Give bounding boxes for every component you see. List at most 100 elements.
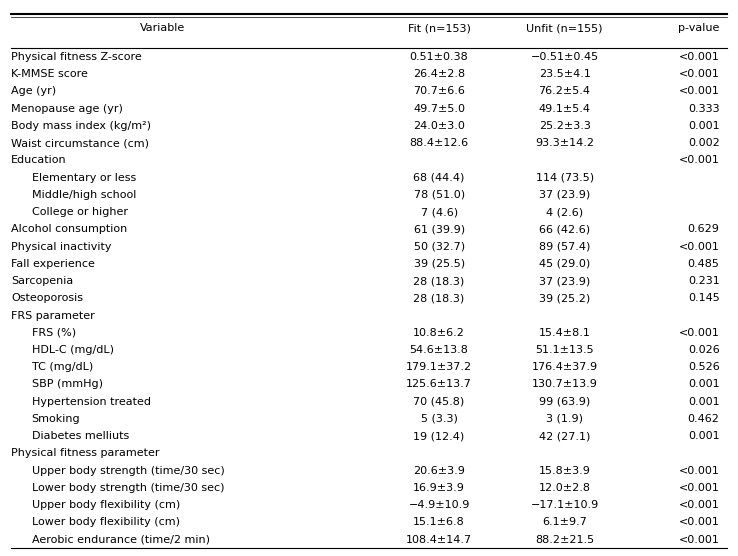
Text: 39 (25.2): 39 (25.2): [539, 294, 590, 303]
Text: 88.4±12.6: 88.4±12.6: [410, 138, 469, 148]
Text: 37 (23.9): 37 (23.9): [539, 276, 590, 286]
Text: 78 (51.0): 78 (51.0): [413, 190, 465, 200]
Text: 39 (25.5): 39 (25.5): [413, 259, 465, 269]
Text: <0.001: <0.001: [679, 70, 720, 79]
Text: <0.001: <0.001: [679, 466, 720, 475]
Text: 76.2±5.4: 76.2±5.4: [539, 87, 590, 96]
Text: 0.333: 0.333: [688, 104, 720, 113]
Text: 15.8±3.9: 15.8±3.9: [539, 466, 590, 475]
Text: 24.0±3.0: 24.0±3.0: [413, 121, 465, 131]
Text: Diabetes melliuts: Diabetes melliuts: [32, 431, 129, 441]
Text: Physical fitness parameter: Physical fitness parameter: [11, 449, 159, 458]
Text: FRS parameter: FRS parameter: [11, 311, 94, 320]
Text: 28 (18.3): 28 (18.3): [413, 276, 465, 286]
Text: <0.001: <0.001: [679, 500, 720, 510]
Text: Menopause age (yr): Menopause age (yr): [11, 104, 123, 113]
Text: FRS (%): FRS (%): [32, 328, 76, 337]
Text: 51.1±13.5: 51.1±13.5: [535, 345, 594, 355]
Text: 16.9±3.9: 16.9±3.9: [413, 483, 465, 493]
Text: 50 (32.7): 50 (32.7): [413, 242, 465, 251]
Text: Physical fitness Z-score: Physical fitness Z-score: [11, 52, 142, 62]
Text: Waist circumstance (cm): Waist circumstance (cm): [11, 138, 149, 148]
Text: 0.001: 0.001: [688, 380, 720, 389]
Text: Variable: Variable: [139, 23, 185, 33]
Text: 66 (42.6): 66 (42.6): [539, 225, 590, 234]
Text: Elementary or less: Elementary or less: [32, 173, 136, 182]
Text: 42 (27.1): 42 (27.1): [539, 431, 590, 441]
Text: Physical inactivity: Physical inactivity: [11, 242, 111, 251]
Text: 28 (18.3): 28 (18.3): [413, 294, 465, 303]
Text: Lower body flexibility (cm): Lower body flexibility (cm): [32, 518, 180, 527]
Text: 37 (23.9): 37 (23.9): [539, 190, 590, 200]
Text: 68 (44.4): 68 (44.4): [413, 173, 465, 182]
Text: 5 (3.3): 5 (3.3): [421, 414, 458, 424]
Text: 61 (39.9): 61 (39.9): [413, 225, 465, 234]
Text: 45 (29.0): 45 (29.0): [539, 259, 590, 269]
Text: 49.7±5.0: 49.7±5.0: [413, 104, 465, 113]
Text: 0.629: 0.629: [688, 225, 720, 234]
Text: 0.485: 0.485: [688, 259, 720, 269]
Text: 70.7±6.6: 70.7±6.6: [413, 87, 465, 96]
Text: 25.2±3.3: 25.2±3.3: [539, 121, 590, 131]
Text: <0.001: <0.001: [679, 518, 720, 527]
Text: 93.3±14.2: 93.3±14.2: [535, 138, 594, 148]
Text: 4 (2.6): 4 (2.6): [546, 207, 583, 217]
Text: 0.026: 0.026: [688, 345, 720, 355]
Text: <0.001: <0.001: [679, 535, 720, 544]
Text: Lower body strength (time/30 sec): Lower body strength (time/30 sec): [32, 483, 224, 493]
Text: Alcohol consumption: Alcohol consumption: [11, 225, 128, 234]
Text: 0.145: 0.145: [688, 294, 720, 303]
Text: 130.7±13.9: 130.7±13.9: [531, 380, 598, 389]
Text: SBP (mmHg): SBP (mmHg): [32, 380, 103, 389]
Text: 179.1±37.2: 179.1±37.2: [406, 363, 472, 372]
Text: <0.001: <0.001: [679, 52, 720, 62]
Text: <0.001: <0.001: [679, 483, 720, 493]
Text: Upper body flexibility (cm): Upper body flexibility (cm): [32, 500, 180, 510]
Text: Middle/high school: Middle/high school: [32, 190, 136, 200]
Text: p-value: p-value: [678, 23, 720, 33]
Text: Aerobic endurance (time/2 min): Aerobic endurance (time/2 min): [32, 535, 210, 544]
Text: 6.1±9.7: 6.1±9.7: [542, 518, 587, 527]
Text: HDL-C (mg/dL): HDL-C (mg/dL): [32, 345, 114, 355]
Text: Osteoporosis: Osteoporosis: [11, 294, 83, 303]
Text: 88.2±21.5: 88.2±21.5: [535, 535, 594, 544]
Text: College or higher: College or higher: [32, 207, 128, 217]
Text: 114 (73.5): 114 (73.5): [536, 173, 593, 182]
Text: Body mass index (kg/m²): Body mass index (kg/m²): [11, 121, 151, 131]
Text: 15.1±6.8: 15.1±6.8: [413, 518, 465, 527]
Text: 176.4±37.9: 176.4±37.9: [531, 363, 598, 372]
Text: Hypertension treated: Hypertension treated: [32, 397, 151, 406]
Text: Education: Education: [11, 156, 66, 165]
Text: 0.002: 0.002: [688, 138, 720, 148]
Text: 49.1±5.4: 49.1±5.4: [539, 104, 590, 113]
Text: 23.5±4.1: 23.5±4.1: [539, 70, 590, 79]
Text: 19 (12.4): 19 (12.4): [413, 431, 465, 441]
Text: 0.526: 0.526: [688, 363, 720, 372]
Text: 0.462: 0.462: [688, 414, 720, 424]
Text: Age (yr): Age (yr): [11, 87, 56, 96]
Text: 108.4±14.7: 108.4±14.7: [406, 535, 472, 544]
Text: <0.001: <0.001: [679, 328, 720, 337]
Text: Upper body strength (time/30 sec): Upper body strength (time/30 sec): [32, 466, 224, 475]
Text: <0.001: <0.001: [679, 242, 720, 251]
Text: 99 (63.9): 99 (63.9): [539, 397, 590, 406]
Text: 0.231: 0.231: [688, 276, 720, 286]
Text: 12.0±2.8: 12.0±2.8: [539, 483, 590, 493]
Text: Sarcopenia: Sarcopenia: [11, 276, 73, 286]
Text: <0.001: <0.001: [679, 87, 720, 96]
Text: <0.001: <0.001: [679, 156, 720, 165]
Text: 15.4±8.1: 15.4±8.1: [539, 328, 590, 337]
Text: 3 (1.9): 3 (1.9): [546, 414, 583, 424]
Text: Unfit (n=155): Unfit (n=155): [526, 23, 603, 33]
Text: 26.4±2.8: 26.4±2.8: [413, 70, 465, 79]
Text: −0.51±0.45: −0.51±0.45: [531, 52, 599, 62]
Text: −17.1±10.9: −17.1±10.9: [531, 500, 599, 510]
Text: 0.001: 0.001: [688, 121, 720, 131]
Text: TC (mg/dL): TC (mg/dL): [32, 363, 93, 372]
Text: 70 (45.8): 70 (45.8): [413, 397, 465, 406]
Text: K-MMSE score: K-MMSE score: [11, 70, 88, 79]
Text: 0.001: 0.001: [688, 397, 720, 406]
Text: −4.9±10.9: −4.9±10.9: [408, 500, 470, 510]
Text: 54.6±13.8: 54.6±13.8: [410, 345, 469, 355]
Text: Fall experience: Fall experience: [11, 259, 95, 269]
